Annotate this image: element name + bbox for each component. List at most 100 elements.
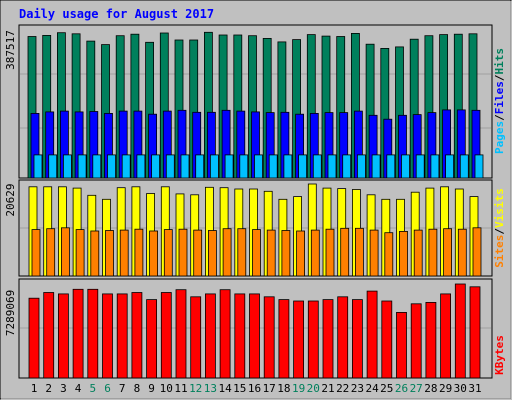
x-tick-label: 17 bbox=[263, 382, 276, 395]
bar-sites-day-8 bbox=[134, 228, 144, 277]
legend-sites: Sites bbox=[493, 235, 506, 268]
legend-hits: Hits bbox=[493, 48, 506, 75]
bar-sites-day-19 bbox=[296, 230, 306, 277]
x-tick-label: 3 bbox=[60, 382, 67, 395]
bar-pages-day-22 bbox=[342, 154, 352, 179]
x-axis-day-labels: 1 2 3 4 5 6 7 8 9 10 11 12 13 14 15 16 17 18 19 20 21 22 23 24 2… bbox=[31, 382, 482, 395]
bar-pages-day-13 bbox=[209, 154, 219, 179]
bar-sites-day-4 bbox=[75, 229, 85, 277]
bar-kbytes-day-5 bbox=[87, 288, 99, 379]
x-tick-label: 26 bbox=[395, 382, 408, 395]
bar-pages-day-3 bbox=[63, 154, 72, 179]
middle-panel-legend: Sites/Visits bbox=[493, 188, 506, 268]
bar-sites-day-23 bbox=[354, 227, 364, 277]
bar-pages-day-29 bbox=[445, 154, 455, 179]
bar-kbytes-day-20 bbox=[307, 300, 319, 379]
x-tick-label: 25 bbox=[380, 382, 393, 395]
bar-pages-day-4 bbox=[77, 154, 87, 179]
bar-sites-day-29 bbox=[443, 228, 453, 277]
bar-pages-day-1 bbox=[33, 154, 43, 179]
bar-pages-day-8 bbox=[136, 154, 146, 179]
bar-kbytes-day-25 bbox=[381, 300, 393, 379]
bar-sites-day-2 bbox=[46, 228, 56, 277]
x-tick-label: 4 bbox=[75, 382, 82, 395]
x-tick-label: 30 bbox=[454, 382, 467, 395]
legend-separator: / bbox=[493, 228, 506, 235]
bar-kbytes-day-24 bbox=[366, 290, 378, 379]
bar-sites-day-3 bbox=[61, 227, 70, 277]
bar-kbytes-day-6 bbox=[102, 293, 113, 379]
bottom-panel-max-label: 7289069 bbox=[4, 290, 17, 336]
x-tick-label: 13 bbox=[204, 382, 217, 395]
x-tick-label: 19 bbox=[292, 382, 305, 395]
bar-sites-day-14 bbox=[222, 228, 232, 277]
x-tick-label: 28 bbox=[424, 382, 437, 395]
bar-kbytes-day-11 bbox=[175, 289, 187, 379]
bar-kbytes-day-18 bbox=[278, 299, 290, 379]
legend-pages: Pages bbox=[493, 121, 506, 154]
x-tick-label: 23 bbox=[351, 382, 364, 395]
bar-sites-day-10 bbox=[163, 229, 173, 277]
bar-pages-day-18 bbox=[283, 154, 293, 179]
bar-pages-day-9 bbox=[151, 154, 161, 179]
bar-kbytes-day-12 bbox=[190, 296, 202, 379]
x-tick-label: 24 bbox=[365, 382, 379, 395]
legend-files: Files bbox=[493, 81, 506, 114]
bar-sites-day-18 bbox=[281, 230, 291, 277]
bar-pages-day-16 bbox=[254, 154, 263, 179]
legend-kbytes: KBytes bbox=[493, 335, 506, 375]
bar-kbytes-day-26 bbox=[396, 311, 407, 379]
x-tick-label: 16 bbox=[248, 382, 261, 395]
x-tick-label: 9 bbox=[148, 382, 155, 395]
bar-kbytes-day-10 bbox=[160, 292, 172, 379]
bar-sites-day-31 bbox=[472, 227, 482, 277]
bar-pages-day-11 bbox=[180, 154, 190, 179]
bar-kbytes-day-1 bbox=[28, 297, 40, 379]
bar-sites-day-15 bbox=[237, 228, 247, 277]
bar-pages-day-10 bbox=[165, 154, 175, 179]
bar-pages-day-28 bbox=[430, 154, 440, 179]
bar-sites-day-7 bbox=[119, 229, 129, 277]
bar-sites-day-25 bbox=[384, 232, 394, 277]
bar-pages-day-2 bbox=[48, 154, 58, 179]
bar-pages-day-7 bbox=[121, 154, 131, 179]
bar-sites-day-11 bbox=[178, 228, 188, 277]
bar-kbytes-day-31 bbox=[469, 286, 481, 379]
bar-kbytes-day-29 bbox=[440, 293, 452, 379]
bar-pages-day-21 bbox=[327, 154, 337, 179]
bar-pages-day-15 bbox=[239, 154, 249, 179]
x-tick-label: 7 bbox=[119, 382, 126, 395]
bar-pages-day-25 bbox=[386, 154, 396, 179]
bar-kbytes-day-27 bbox=[410, 303, 422, 379]
bar-sites-day-27 bbox=[413, 229, 423, 277]
bar-kbytes-day-30 bbox=[454, 283, 466, 379]
bar-sites-day-13 bbox=[207, 230, 217, 277]
x-tick-label: 2 bbox=[45, 382, 52, 395]
x-tick-label: 12 bbox=[189, 382, 202, 395]
bar-pages-day-24 bbox=[371, 154, 381, 179]
bar-kbytes-day-9 bbox=[146, 299, 158, 379]
x-tick-label: 14 bbox=[218, 382, 232, 395]
bar-sites-day-22 bbox=[340, 227, 350, 277]
x-tick-label: 5 bbox=[89, 382, 96, 395]
legend-separator: / bbox=[493, 74, 506, 81]
bar-sites-day-30 bbox=[457, 228, 467, 277]
bar-sites-day-16 bbox=[252, 229, 261, 277]
bar-sites-day-24 bbox=[369, 229, 379, 277]
middle-panel-max-label: 20629 bbox=[4, 183, 17, 216]
x-tick-label: 29 bbox=[439, 382, 452, 395]
x-tick-label: 8 bbox=[134, 382, 141, 395]
x-tick-label: 20 bbox=[307, 382, 320, 395]
bar-kbytes-day-23 bbox=[351, 299, 363, 379]
bar-kbytes-day-3 bbox=[58, 293, 69, 379]
bar-kbytes-day-28 bbox=[425, 301, 437, 379]
bar-kbytes-day-7 bbox=[116, 293, 128, 379]
bar-pages-day-14 bbox=[224, 154, 234, 179]
top-panel-max-label: 387517 bbox=[4, 30, 17, 70]
bar-kbytes-day-15 bbox=[234, 293, 246, 379]
bar-sites-day-28 bbox=[428, 228, 438, 277]
bar-pages-day-23 bbox=[356, 154, 366, 179]
bar-pages-day-31 bbox=[474, 154, 484, 179]
bar-kbytes-day-16 bbox=[249, 293, 260, 379]
